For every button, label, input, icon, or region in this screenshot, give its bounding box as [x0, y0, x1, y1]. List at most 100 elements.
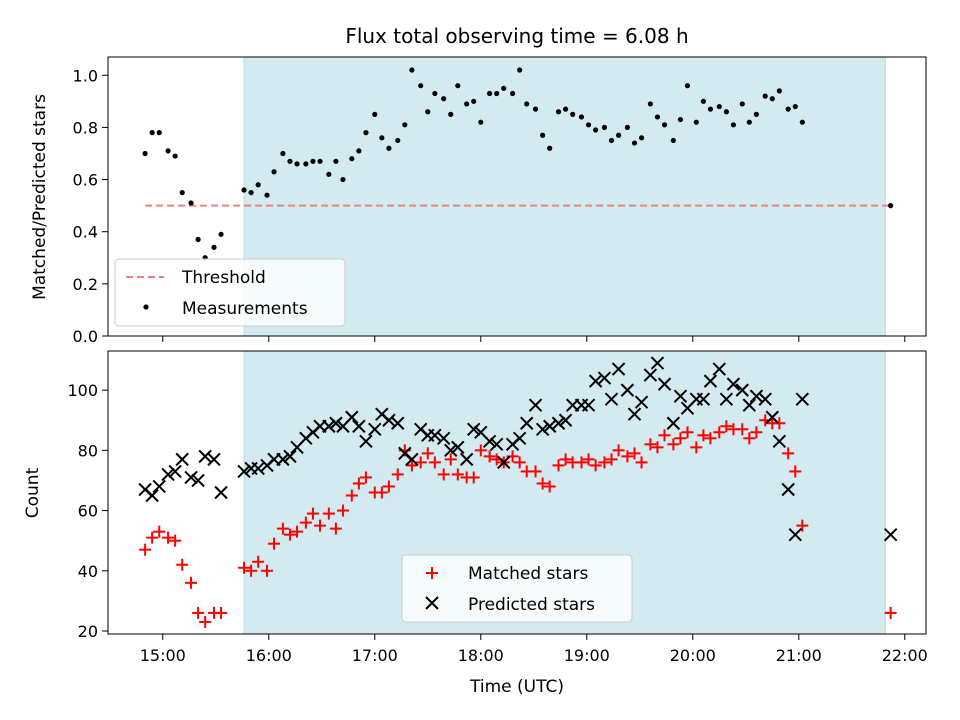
matched-stars-point: [252, 555, 265, 568]
matched-stars-point: [467, 471, 480, 484]
marker-stroke: [414, 422, 428, 436]
measurement-point: [776, 88, 782, 94]
top-y-axis-label: Matched/Predicted stars: [30, 94, 50, 300]
legend-predicted-label: Predicted stars: [468, 595, 595, 615]
measurement-point: [631, 140, 638, 146]
measurement-point: [188, 200, 194, 206]
matched-stars-point: [215, 606, 228, 619]
marker-stroke: [520, 416, 534, 430]
measurement-point: [601, 124, 608, 131]
matched-stars-point: [276, 522, 289, 535]
matched-stars-point: [483, 450, 496, 463]
predicted-stars-point: [451, 440, 465, 455]
marker-stroke: [474, 425, 488, 439]
marker-stroke: [276, 452, 290, 467]
bottom-y-axis-label: Count: [23, 467, 43, 518]
matched-stars-point: [169, 534, 182, 547]
measurement-point: [379, 135, 385, 141]
matched-stars-point: [391, 468, 404, 481]
legend-bottom-box: [401, 554, 633, 623]
measurement-point: [303, 161, 309, 167]
measurement-point: [677, 116, 684, 123]
matched-stars-point: [536, 477, 549, 490]
marker-stroke: [604, 392, 619, 406]
marker-stroke: [375, 407, 389, 421]
measurement-point: [785, 106, 791, 112]
predicted-stars-point: [459, 452, 474, 467]
measurement-point: [647, 101, 653, 107]
measurement-point: [149, 130, 155, 136]
predicted-stars-point: [444, 443, 458, 458]
predicted-stars-point: [152, 479, 166, 494]
marker-stroke: [184, 470, 198, 485]
matched-stars-point: [605, 453, 618, 466]
marker-stroke: [428, 428, 442, 443]
predicted-stars-point: [673, 389, 688, 403]
predicted-stars-point: [588, 374, 603, 388]
x-tick-label: 15:00: [140, 646, 186, 665]
legend-predicted-swatch: [425, 596, 439, 610]
measurement-point: [585, 122, 592, 128]
matched-stars-point: [697, 429, 710, 442]
measurement-point: [418, 83, 424, 89]
marker-stroke: [138, 482, 152, 497]
marker-stroke: [795, 392, 810, 406]
x-tick-label: 19:00: [564, 646, 610, 665]
predicted-stars-point: [184, 470, 198, 485]
marker-stroke: [152, 479, 166, 494]
legend-top-box: [114, 258, 346, 327]
measurement-point: [684, 83, 691, 89]
matched-stars-point: [261, 564, 274, 577]
measurement-point: [792, 103, 798, 110]
predicted-stars-point: [382, 413, 396, 427]
predicted-stars-point: [735, 383, 749, 397]
measurement-point: [532, 106, 539, 112]
measurement-point: [156, 130, 162, 136]
marker-stroke: [611, 362, 626, 376]
x-tick-label: 20:00: [670, 646, 716, 665]
measurement-point: [248, 189, 254, 196]
predicted-stars-point: [581, 398, 596, 412]
marker-stroke: [726, 377, 741, 391]
predicted-stars-point: [620, 383, 635, 397]
matched-stars-point: [644, 438, 657, 451]
marker-stroke: [322, 419, 336, 433]
measurement-point: [280, 150, 286, 157]
matched-stars-point: [628, 447, 641, 460]
measurement-point: [555, 109, 562, 115]
x-tick-label: 18:00: [458, 646, 504, 665]
matched-stars-point: [162, 531, 175, 544]
legend-matched-swatch: [426, 567, 438, 579]
measurement-point: [402, 122, 408, 128]
measurement-point: [455, 83, 461, 89]
measurement-point: [349, 156, 355, 162]
measurement-point: [471, 98, 477, 104]
x-tick-label: 17:00: [352, 646, 398, 665]
predicted-stars-point: [391, 416, 405, 430]
predicted-stars-point: [634, 395, 649, 409]
matched-stars-point: [199, 615, 212, 628]
measurement-point: [753, 111, 759, 117]
measurement-point: [386, 145, 392, 151]
measurement-point: [317, 158, 323, 164]
measurement-point: [395, 137, 401, 144]
matched-stars-point: [789, 465, 802, 478]
predicted-stars-point: [168, 464, 182, 479]
matched-stars-point: [884, 606, 897, 619]
measurement-point: [746, 119, 752, 125]
predicted-stars-point: [198, 449, 212, 464]
matched-stars-point: [598, 456, 611, 469]
measurement-point: [264, 192, 270, 198]
marker-stroke: [191, 473, 205, 488]
marker-stroke: [581, 398, 596, 412]
legend-matched-label: Matched stars: [468, 564, 588, 584]
matched-stars-point: [474, 444, 487, 457]
measurement-point: [654, 114, 661, 120]
predicted-stars-point: [696, 392, 711, 406]
matched-stars-point: [543, 480, 556, 493]
marker-stroke: [451, 440, 465, 455]
marker-stroke: [666, 416, 681, 430]
x-tick-label: 21:00: [776, 646, 822, 665]
matched-stars-point: [405, 459, 418, 472]
